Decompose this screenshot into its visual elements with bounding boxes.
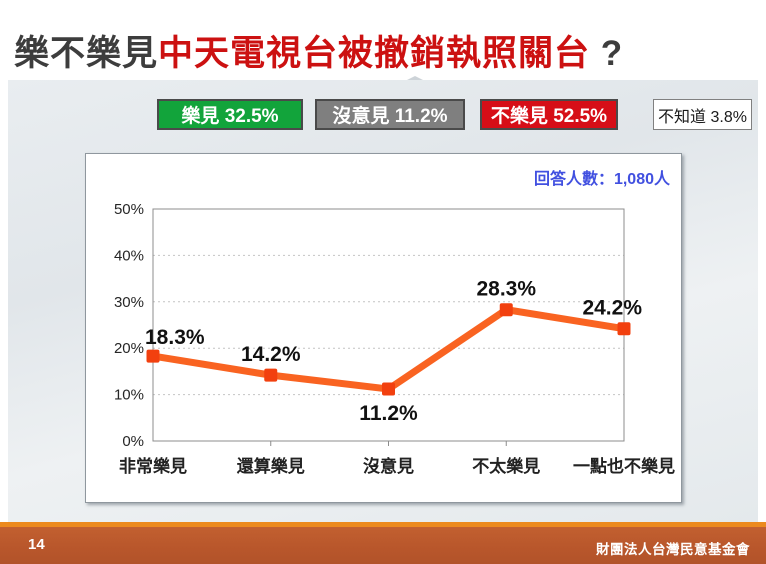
data-point-label: 11.2% bbox=[359, 402, 418, 425]
page-number: 14 bbox=[28, 536, 45, 553]
slide-content-panel: 樂見 32.5% 沒意見 11.2% 不樂見 52.5% 不知道 3.8% 回答… bbox=[8, 76, 758, 522]
data-point-marker bbox=[499, 303, 513, 317]
summary-badge-unhappy: 不樂見 52.5% bbox=[480, 99, 618, 130]
y-tick-label: 30% bbox=[114, 294, 144, 311]
panel-top-notch-icon bbox=[407, 76, 423, 80]
data-point-label: 24.2% bbox=[582, 297, 642, 320]
data-point-label: 14.2% bbox=[241, 343, 301, 366]
x-category-label: 不太樂見 bbox=[472, 456, 540, 476]
respondents-count: 回答人數：1,080人 bbox=[533, 171, 670, 188]
data-point-marker bbox=[382, 382, 395, 396]
summary-badge-no-opinion: 沒意見 11.2% bbox=[315, 99, 465, 130]
trend-line bbox=[149, 306, 628, 393]
data-point-marker bbox=[264, 368, 278, 382]
x-category-label: 還算樂見 bbox=[237, 456, 305, 476]
y-tick-label: 50% bbox=[114, 201, 144, 218]
page-title: 樂不樂見中天電視台被撤銷執照關台 ? bbox=[14, 31, 754, 77]
badge-label: 樂見 32.5% bbox=[181, 106, 279, 127]
x-category-label: 沒意見 bbox=[363, 456, 414, 476]
y-tick-label: 0% bbox=[122, 433, 144, 450]
title-question-mark: ? bbox=[590, 34, 624, 74]
y-tick-label: 40% bbox=[114, 247, 144, 264]
y-tick-label: 10% bbox=[114, 387, 144, 404]
badge-label: 沒意見 11.2% bbox=[332, 106, 448, 127]
x-category-label: 非常樂見 bbox=[119, 456, 187, 476]
data-point-marker bbox=[146, 349, 160, 363]
y-tick-label: 20% bbox=[114, 340, 144, 357]
x-category-label: 一點也不樂見 bbox=[573, 456, 675, 476]
data-point-marker bbox=[617, 322, 631, 336]
summary-badge-happy: 樂見 32.5% bbox=[157, 99, 303, 130]
badge-label: 不樂見 52.5% bbox=[490, 106, 608, 127]
summary-badge-dont-know: 不知道 3.8% bbox=[653, 99, 752, 130]
footer-accent-strip bbox=[0, 522, 766, 527]
footer-bar: 14 財團法人台灣民意基金會 bbox=[0, 527, 766, 564]
organization-name: 財團法人台灣民意基金會 bbox=[596, 542, 750, 557]
data-point-label: 28.3% bbox=[476, 278, 536, 301]
chart-card: 回答人數：1,080人 0% 10% 20% 30% 40% 50% 非常樂見 還算樂見 沒意見… bbox=[85, 153, 682, 503]
title-highlight: 中天電視台被撤銷執照關台 bbox=[158, 34, 591, 74]
data-point-label: 18.3% bbox=[145, 326, 205, 349]
title-prefix: 樂不樂見 bbox=[14, 34, 159, 74]
line-chart: 0% 10% 20% 30% 40% 50% 非常樂見 還算樂見 沒意見 不太樂見 一點也不樂見 18… bbox=[114, 201, 675, 476]
badge-label: 不知道 3.8% bbox=[658, 108, 747, 126]
